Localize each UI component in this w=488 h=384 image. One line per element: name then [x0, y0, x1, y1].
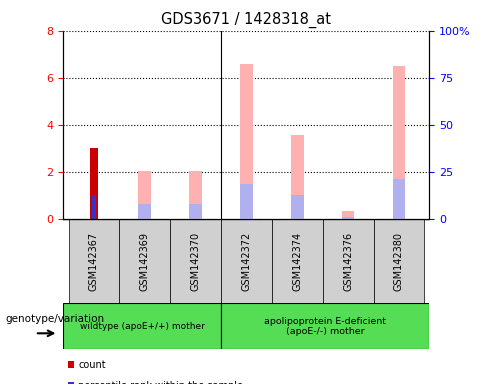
Bar — [189, 204, 202, 219]
Bar — [291, 195, 304, 219]
Text: percentile rank within the sample: percentile rank within the sample — [78, 381, 243, 384]
Bar — [189, 170, 202, 219]
Text: wildtype (apoE+/+) mother: wildtype (apoE+/+) mother — [80, 322, 204, 331]
Bar — [221, 303, 429, 349]
Text: genotype/variation: genotype/variation — [5, 314, 104, 324]
Bar — [291, 136, 304, 219]
Bar — [392, 179, 406, 219]
Bar — [139, 204, 151, 219]
Bar — [221, 219, 272, 303]
Bar — [139, 170, 151, 219]
Bar — [170, 219, 221, 303]
Bar — [373, 219, 425, 303]
Bar — [272, 219, 323, 303]
Bar — [120, 219, 170, 303]
Text: count: count — [78, 360, 106, 370]
Text: GSM142374: GSM142374 — [292, 232, 302, 291]
Bar — [92, 195, 96, 219]
Bar — [392, 66, 406, 219]
Bar — [90, 148, 98, 219]
Bar — [68, 219, 120, 303]
Text: apolipoprotein E-deficient
(apoE-/-) mother: apolipoprotein E-deficient (apoE-/-) mot… — [264, 317, 386, 336]
Title: GDS3671 / 1428318_at: GDS3671 / 1428318_at — [162, 12, 331, 28]
Bar — [240, 64, 253, 219]
Text: GSM142376: GSM142376 — [343, 232, 353, 291]
Bar — [342, 211, 354, 219]
Text: GSM142372: GSM142372 — [242, 232, 251, 291]
Bar — [240, 184, 253, 219]
Text: GSM142380: GSM142380 — [394, 232, 404, 291]
Text: GSM142370: GSM142370 — [191, 232, 201, 291]
Bar — [323, 219, 373, 303]
Text: GSM142369: GSM142369 — [140, 232, 150, 291]
Text: GSM142367: GSM142367 — [89, 232, 99, 291]
Bar — [342, 217, 354, 219]
Bar — [63, 303, 221, 349]
